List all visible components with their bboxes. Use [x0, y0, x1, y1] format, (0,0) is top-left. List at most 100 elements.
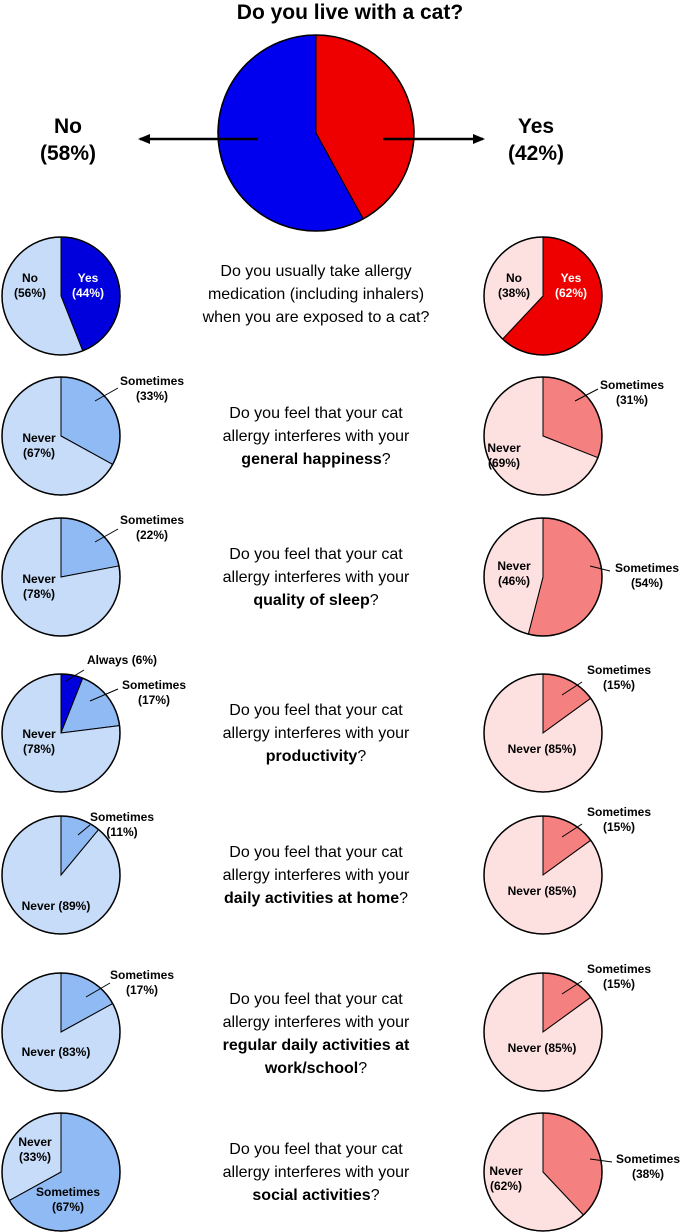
- question-line: when you are exposed to a cat?: [202, 309, 430, 326]
- question-line: allergy interferes with your: [223, 725, 410, 742]
- no-pie-pct: (33%): [19, 1150, 51, 1164]
- no-pie-leader: [94, 528, 119, 543]
- no-pie-leader: [85, 982, 111, 998]
- yes-pie-label: Never (85%): [508, 1041, 577, 1055]
- yes-pie-leader: [589, 1158, 613, 1163]
- yes-pie-5-outline: [483, 815, 603, 935]
- question-line: Do you feel that your cat: [229, 546, 403, 563]
- yes-pie-pct: (54%): [631, 576, 663, 590]
- question-line: medication (including inhalers): [208, 286, 424, 303]
- yes-pie-pct: (15%): [603, 977, 635, 991]
- no-pie-label: Never (83%): [22, 1045, 91, 1059]
- yes-pie-pct: (69%): [488, 456, 520, 470]
- yes-pie-label: Never (85%): [508, 742, 577, 756]
- no-pie-1: [1, 236, 121, 356]
- main-pie: [217, 34, 415, 232]
- yes-pie-leader: [574, 388, 599, 402]
- no-pie-pct: (56%): [14, 286, 46, 300]
- no-pie-pct: (78%): [23, 742, 55, 756]
- yes-side-label: Yes: [518, 115, 554, 138]
- yes-pie-pct: (38%): [498, 286, 530, 300]
- yes-pie-label: Sometimes: [600, 378, 664, 392]
- yes-pie-label: Sometimes: [587, 805, 651, 819]
- yes-pie-7: [483, 1112, 603, 1232]
- question-line: Do you feel that your cat: [229, 1141, 403, 1158]
- yes-pie-leader: [561, 980, 583, 995]
- question-row-3: Do you feel that your cat allergy interfe…: [1, 513, 679, 637]
- question-line: Do you feel that your cat: [229, 844, 403, 861]
- yes-pie-4-outline: [483, 673, 603, 793]
- question-line: allergy interferes with your: [223, 867, 410, 884]
- question-row-6: Do you feel that your cat allergy interfe…: [1, 962, 651, 1092]
- no-pie-leader: [77, 824, 91, 836]
- no-pie-pct: (17%): [126, 983, 158, 997]
- no-pie-3-outline: [1, 517, 121, 637]
- question-emphasis: work/school?: [264, 1060, 367, 1077]
- no-pie-5: [1, 815, 121, 935]
- question-emphasis: daily activities at home?: [224, 890, 408, 907]
- no-pie-pct: (22%): [136, 528, 168, 542]
- yes-pie-7-outline: [483, 1112, 603, 1232]
- yes-pie-2-outline: [483, 376, 603, 496]
- no-pie-pct: (67%): [23, 446, 55, 460]
- no-side-label: No: [54, 115, 82, 138]
- question-emphasis: quality of sleep?: [253, 592, 378, 609]
- no-pie-label: Sometimes: [120, 374, 184, 388]
- no-pie-pct: (78%): [23, 587, 55, 601]
- question-emphasis: general happiness?: [241, 451, 391, 468]
- yes-pie-pct: (62%): [555, 286, 587, 300]
- no-pie-pct: (17%): [138, 693, 170, 707]
- no-pie-label: Sometimes: [36, 1185, 100, 1199]
- no-pie-pct: (67%): [52, 1200, 84, 1214]
- yes-pie-3-outline: [483, 517, 603, 637]
- yes-pie-label: Sometimes: [616, 1152, 680, 1166]
- no-pie-7: [1, 1112, 121, 1232]
- no-pie-label: Never: [18, 1135, 52, 1149]
- question-emphasis: productivity?: [266, 748, 367, 765]
- no-pie-6-outline: [1, 972, 121, 1092]
- question-line: allergy interferes with your: [223, 1014, 410, 1031]
- no-pie-5-outline: [1, 815, 121, 935]
- no-pie-7-outline: [1, 1112, 121, 1232]
- no-pie-4-outline: [1, 673, 121, 793]
- yes-pie-6: [483, 972, 603, 1092]
- yes-pie-6-outline: [483, 972, 603, 1092]
- no-pie-label: Never: [22, 431, 56, 445]
- question-row-7: Do you feel that your cat allergy interfe…: [1, 1112, 680, 1232]
- yes-pie-1: [483, 236, 603, 356]
- no-pie-label: Never: [22, 727, 56, 741]
- yes-pie-label: Sometimes: [587, 663, 651, 677]
- no-pie-label: Sometimes: [110, 968, 174, 982]
- yes-pie-pct: (15%): [603, 820, 635, 834]
- yes-pie-label: Sometimes: [587, 962, 651, 976]
- question-line: Do you feel that your cat: [229, 991, 403, 1008]
- question-line: allergy interferes with your: [223, 428, 410, 445]
- yes-pie-2: [483, 376, 603, 496]
- no-pie-2-outline: [1, 376, 121, 496]
- yes-pie-label: No: [506, 271, 522, 285]
- question-line: Do you feel that your cat: [229, 405, 403, 422]
- no-pie-label: Yes: [78, 271, 99, 285]
- yes-pie-leader: [561, 681, 583, 696]
- yes-pie-label: Never: [487, 441, 521, 455]
- main-pie: [217, 34, 415, 232]
- no-pie-label: Never: [22, 572, 56, 586]
- no-pie-1-outline: [1, 236, 121, 356]
- question-line: Do you usually take allergy: [220, 263, 411, 280]
- no-pie-label: Sometimes: [120, 513, 184, 527]
- no-pie-leader: [89, 688, 119, 702]
- no-pie-3: [1, 517, 121, 637]
- question-emphasis: regular daily activities at: [223, 1037, 410, 1054]
- no-pie-label: Always (6%): [87, 653, 157, 667]
- yes-pie-leader: [589, 565, 611, 572]
- no-pie-pct: (11%): [106, 825, 137, 839]
- no-pie-label: No: [22, 271, 38, 285]
- yes-pie-leader: [561, 823, 583, 838]
- yes-pie-3: [483, 517, 603, 637]
- no-pie-pct: (44%): [72, 286, 104, 300]
- main-pie-outline: [217, 34, 415, 232]
- no-pie-pct: (33%): [136, 389, 168, 403]
- yes-pie-pct: (38%): [632, 1167, 664, 1181]
- yes-pie-4: [483, 673, 603, 793]
- main-title: Do you live with a cat?: [237, 1, 463, 24]
